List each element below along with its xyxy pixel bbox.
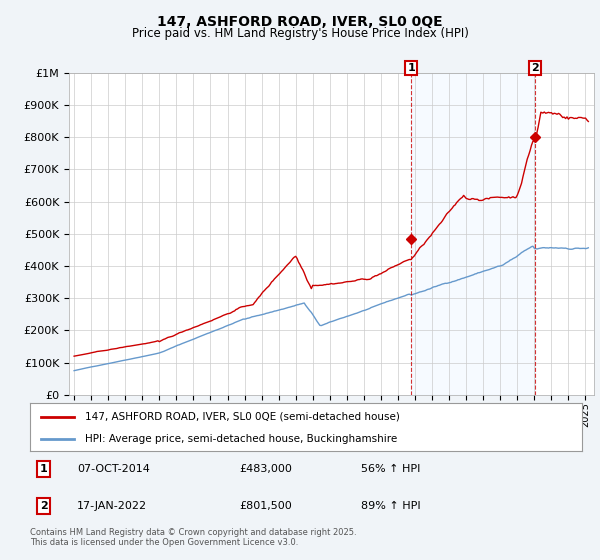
- Text: Contains HM Land Registry data © Crown copyright and database right 2025.
This d: Contains HM Land Registry data © Crown c…: [30, 528, 356, 547]
- Text: 2: 2: [40, 501, 47, 511]
- Text: £801,500: £801,500: [240, 501, 293, 511]
- Text: 89% ↑ HPI: 89% ↑ HPI: [361, 501, 421, 511]
- Text: 1: 1: [407, 63, 415, 73]
- Text: HPI: Average price, semi-detached house, Buckinghamshire: HPI: Average price, semi-detached house,…: [85, 434, 397, 444]
- Text: 17-JAN-2022: 17-JAN-2022: [77, 501, 147, 511]
- Text: £483,000: £483,000: [240, 464, 293, 474]
- Text: 147, ASHFORD ROAD, IVER, SL0 0QE (semi-detached house): 147, ASHFORD ROAD, IVER, SL0 0QE (semi-d…: [85, 412, 400, 422]
- Text: 07-OCT-2014: 07-OCT-2014: [77, 464, 150, 474]
- Text: 56% ↑ HPI: 56% ↑ HPI: [361, 464, 421, 474]
- Text: 1: 1: [40, 464, 47, 474]
- Text: 2: 2: [532, 63, 539, 73]
- Bar: [411, 73, 535, 395]
- Text: Price paid vs. HM Land Registry's House Price Index (HPI): Price paid vs. HM Land Registry's House …: [131, 27, 469, 40]
- Text: 147, ASHFORD ROAD, IVER, SL0 0QE: 147, ASHFORD ROAD, IVER, SL0 0QE: [157, 15, 443, 29]
